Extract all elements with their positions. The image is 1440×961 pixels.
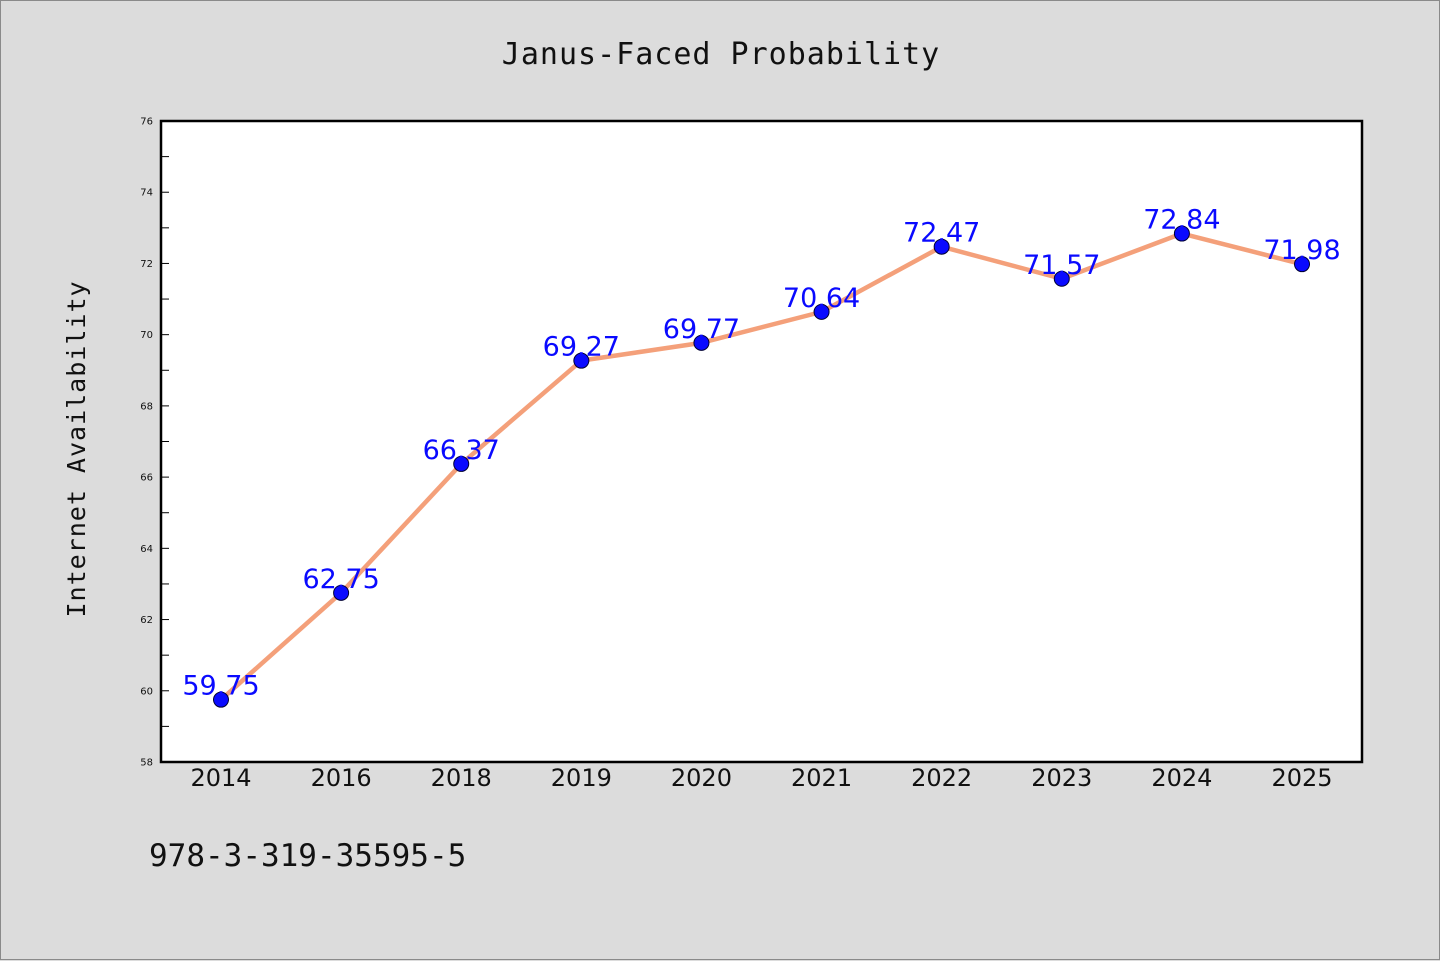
- data-point: [453, 455, 470, 472]
- y-tick-label: 64: [140, 544, 153, 555]
- data-label: 70.64: [783, 283, 860, 314]
- footer-identifier: 978-3-319-35595-5: [149, 838, 466, 874]
- data-point: [813, 303, 830, 320]
- y-axis-label: Internet Availability: [62, 280, 91, 617]
- y-axis: 58 60 62 64 66 68 70 72 74 76: [140, 117, 169, 769]
- data-label: 62.75: [302, 564, 379, 595]
- data-point: [933, 238, 950, 255]
- plot-area: [161, 121, 1362, 762]
- data-point: [1173, 225, 1190, 242]
- data-point: [1053, 270, 1070, 287]
- data-label: 69.27: [543, 332, 620, 363]
- y-tick-label: 66: [140, 473, 153, 484]
- y-tick-label: 76: [140, 117, 153, 128]
- series-layer: 59.75 62.75 66.37 69.27 69.77 70.64 72.47 71.57…: [182, 205, 1341, 708]
- plot-frame: [159, 119, 1364, 764]
- x-tick-label: 2022: [911, 764, 972, 792]
- x-tick-label: 2024: [1151, 764, 1212, 792]
- x-tick-label: 2019: [551, 764, 612, 792]
- y-tick-label: 58: [140, 758, 153, 769]
- data-point: [333, 584, 350, 601]
- x-tick-label: 2023: [1031, 764, 1092, 792]
- data-label: 72.84: [1143, 205, 1220, 236]
- y-tick-label: 72: [140, 259, 153, 270]
- series-line: [218, 231, 1305, 702]
- data-point: [1294, 256, 1310, 273]
- x-axis: 2014 2016 2018 2019 2020 2021 2022 2023 2024 2025: [190, 764, 1332, 792]
- data-label: 69.77: [663, 314, 740, 345]
- x-tick-label: 2016: [311, 764, 372, 792]
- y-tick-label: 70: [140, 330, 153, 341]
- x-tick-label: 2018: [431, 764, 492, 792]
- x-tick-label: 2021: [791, 764, 852, 792]
- data-label: 66.37: [423, 435, 500, 466]
- data-point: [213, 691, 229, 708]
- data-label: 71.57: [1023, 250, 1100, 281]
- data-label: 71.98: [1263, 235, 1340, 266]
- data-point: [573, 352, 590, 369]
- x-tick-label: 2020: [671, 764, 732, 792]
- data-label: 59.75: [182, 671, 259, 702]
- y-tick-label: 74: [140, 188, 153, 199]
- x-tick-label: 2025: [1271, 764, 1332, 792]
- data-point: [693, 334, 710, 351]
- chart-title: Janus-Faced Probability: [502, 37, 940, 72]
- y-tick-label: 68: [140, 401, 153, 412]
- y-tick-label: 60: [140, 686, 153, 697]
- y-tick-label: 62: [140, 615, 153, 626]
- data-label: 72.47: [903, 218, 980, 249]
- x-tick-label: 2014: [190, 764, 251, 792]
